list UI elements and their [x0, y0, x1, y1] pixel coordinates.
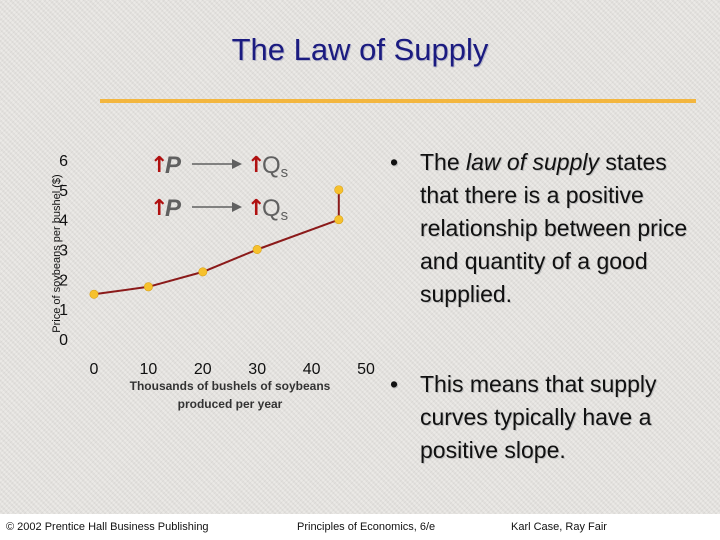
annotation-row-1: ↑P ↑Qs — [150, 152, 288, 181]
x-tick-label: 10 — [140, 361, 158, 378]
bullet-symbol: • — [390, 371, 399, 397]
up-arrow-icon: ↑ — [247, 153, 265, 178]
price-symbol: P — [165, 195, 182, 222]
up-arrow-icon: ↑ — [150, 196, 168, 221]
supply-point — [143, 282, 153, 292]
supply-point — [334, 185, 344, 195]
y-tick-label: 4 — [59, 213, 68, 230]
supply-point — [89, 289, 99, 299]
bullet-text-start: The — [420, 149, 467, 175]
supply-point — [198, 267, 208, 277]
x-tick-label: 20 — [194, 361, 212, 378]
x-tick-label: 50 — [357, 361, 375, 378]
right-arrow-icon — [232, 159, 242, 169]
y-axis-label: Price of soybeans per bushel ($) — [51, 174, 63, 332]
bullet-positive-slope: • This means that supply curves typicall… — [390, 368, 690, 467]
x-axis-label-line1: Thousands of bushels of soybeans — [130, 379, 331, 393]
footer-book-title: Principles of Economics, 6/e — [297, 521, 436, 533]
law-of-supply-emphasis: law of supply — [466, 149, 599, 175]
x-tick-label: 40 — [303, 361, 321, 378]
y-tick-label: 5 — [59, 183, 68, 200]
quantity-supplied-symbol: Qs — [262, 152, 288, 181]
bullet-text: This means that supply curves typically … — [420, 371, 657, 463]
x-axis-label-group: Thousands of bushels of soybeans produced… — [130, 379, 331, 411]
supply-curve-group — [93, 189, 340, 296]
y-tick-labels: 0 1 2 3 4 5 6 — [59, 153, 68, 349]
y-tick-label: 3 — [59, 243, 68, 260]
price-quantity-annotation: ↑P ↑Qs↑P ↑Qs — [150, 152, 288, 224]
supply-point — [252, 245, 262, 255]
supply-curve — [93, 189, 340, 296]
y-axis-label-group: Price of soybeans per bushel ($) — [51, 174, 63, 332]
bullet-symbol: • — [390, 149, 399, 175]
y-tick-label: 1 — [59, 302, 68, 319]
x-tick-label: 0 — [90, 361, 99, 378]
bullet-law-of-supply: • The law of supply states that there is… — [390, 146, 690, 311]
bullet-text: The law of supply states that there is a… — [420, 146, 690, 311]
quantity-supplied-symbol: Qs — [262, 195, 288, 224]
x-tick-label: 30 — [248, 361, 266, 378]
price-symbol: P — [165, 152, 182, 179]
x-axis-label-line2: produced per year — [178, 397, 283, 411]
supply-points — [89, 185, 344, 299]
up-arrow-icon: ↑ — [150, 153, 168, 178]
right-arrow-icon — [232, 202, 242, 212]
footer-copyright: © 2002 Prentice Hall Business Publishing — [6, 521, 209, 533]
title-divider — [100, 99, 696, 103]
supply-point — [334, 215, 344, 225]
y-tick-label: 6 — [59, 153, 68, 170]
y-tick-label: 2 — [59, 272, 68, 289]
annotation-row-2: ↑P ↑Qs — [150, 195, 288, 224]
supply-chart: Price of soybeans per bushel ($) 0 1 2 3 4 5 6… — [51, 152, 375, 411]
x-tick-labels: 0 10 20 30 40 50 — [90, 361, 375, 378]
up-arrow-icon: ↑ — [247, 196, 265, 221]
slide-title: The Law of Supply — [231, 32, 489, 67]
bullet-text-end: states that there is a positive relation… — [420, 149, 688, 307]
y-tick-label: 0 — [59, 332, 68, 349]
footer-authors: Karl Case, Ray Fair — [511, 521, 607, 533]
footer-bar: © 2002 Prentice Hall Business Publishing… — [0, 514, 720, 540]
